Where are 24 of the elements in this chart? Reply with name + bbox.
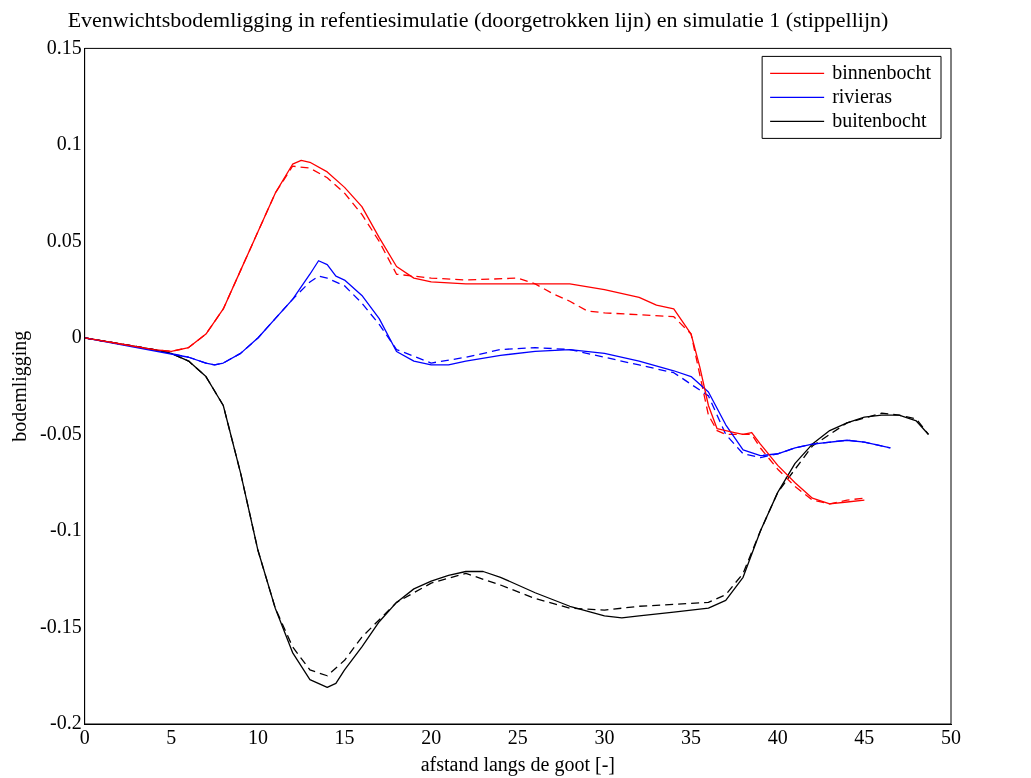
x-tick-label: 50: [941, 726, 961, 749]
x-tick-label: 20: [421, 726, 442, 749]
y-tick-label: 0.15: [46, 35, 82, 58]
x-tick-label: 15: [334, 726, 355, 749]
y-tick-label: 0.1: [56, 132, 82, 155]
legend-label: buitenbocht: [832, 108, 927, 131]
y-axis-title: bodemligging: [8, 330, 32, 442]
chart-title: Evenwichtsbodemligging in refentiesimulatie (doorgetrokken lijn) en simulatie 1 (stippellijn): [67, 6, 889, 32]
x-tick-label: 40: [767, 726, 788, 749]
y-tick-label: -0.15: [39, 614, 82, 637]
y-tick-label: -0.2: [49, 711, 82, 734]
y-tick-label: -0.1: [49, 518, 82, 541]
y-tick-label: 0.05: [46, 228, 82, 251]
y-tick-label: 0: [71, 325, 82, 348]
legend-label: rivieras: [832, 84, 893, 107]
x-tick-label: 45: [854, 726, 875, 749]
x-tick-label: 35: [681, 726, 702, 749]
x-tick-label: 30: [594, 726, 615, 749]
legend-label: binnenbocht: [832, 60, 932, 83]
x-tick-label: 25: [507, 726, 528, 749]
y-tick-label: -0.05: [39, 421, 82, 444]
x-tick-label: 5: [166, 726, 177, 749]
x-tick-label: 10: [247, 726, 268, 749]
x-axis-title: afstand langs de goot [-]: [420, 753, 616, 777]
